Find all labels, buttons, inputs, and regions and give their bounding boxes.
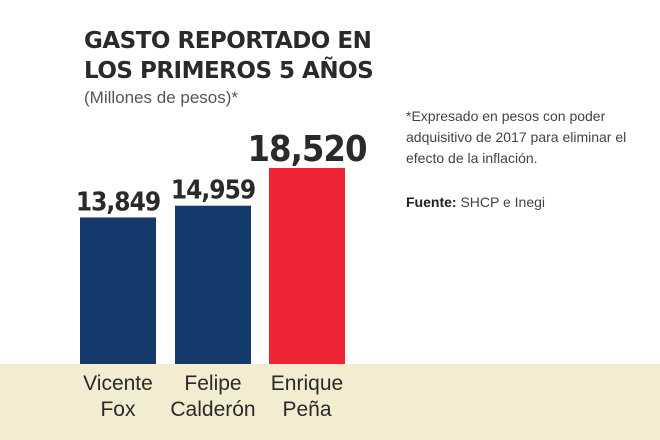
- chart-subtitle: (Millones de pesos)*: [84, 88, 239, 107]
- source-label: Fuente:: [406, 194, 457, 210]
- chart-title: GASTO REPORTADO EN LOS PRIMEROS 5 AÑOS: [84, 28, 374, 84]
- category-label-line: Felipe: [184, 372, 241, 395]
- bar-value-label-0: 13,849: [76, 187, 160, 217]
- category-axis-band: [0, 364, 660, 440]
- bar-0: [80, 217, 156, 364]
- bar-1: [175, 205, 251, 364]
- category-label-1: Felipe Calderón: [170, 372, 255, 421]
- category-label-line: Calderón: [170, 398, 255, 421]
- bar-value-label-1: 14,959: [171, 176, 255, 206]
- bar-2: [269, 168, 345, 364]
- source-note: Fuente: SHCP e Inegi: [406, 194, 545, 210]
- footnote: *Expresado en pesos con poder adquisitiv…: [406, 108, 627, 166]
- category-label-line: Fox: [100, 398, 136, 421]
- category-label-line: Peña: [282, 398, 331, 421]
- source-text: SHCP e Inegi: [460, 194, 546, 210]
- category-label-line: Vicente: [83, 372, 153, 395]
- category-label-2: Enrique Peña: [271, 372, 343, 421]
- category-label-line: Enrique: [271, 372, 343, 395]
- bar-value-label-2: 18,520: [248, 129, 367, 170]
- category-label-0: Vicente Fox: [83, 372, 153, 421]
